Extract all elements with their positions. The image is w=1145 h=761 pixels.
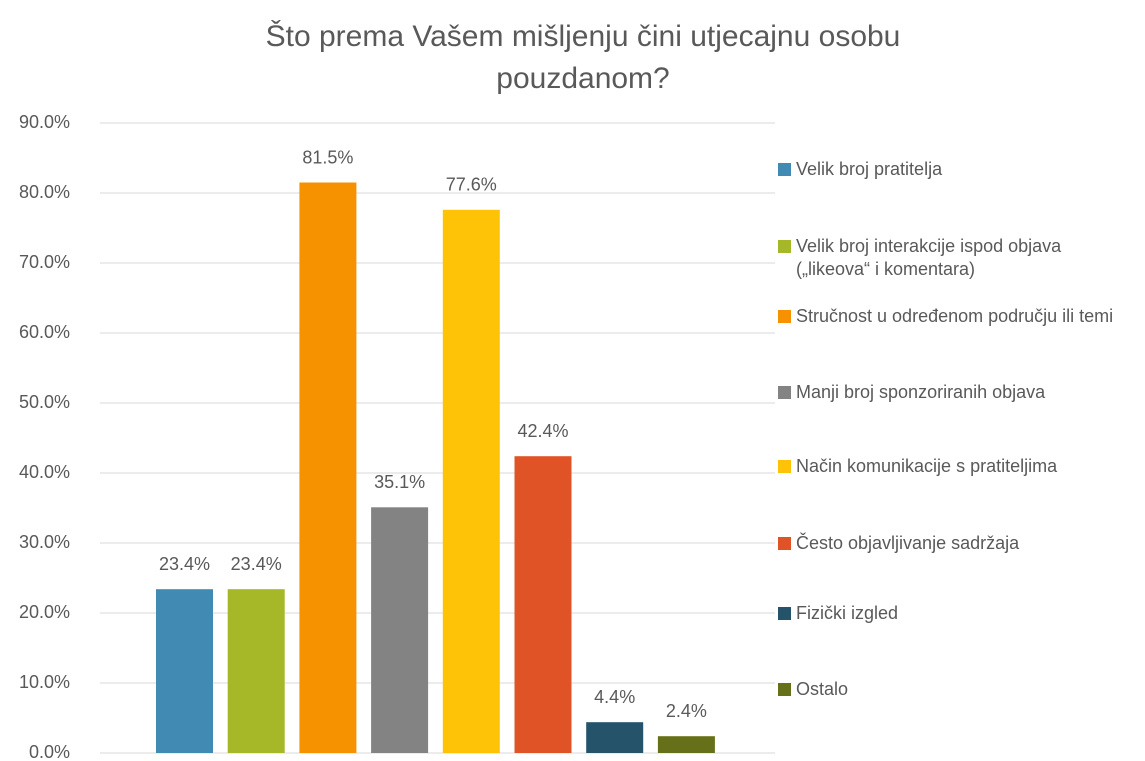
y-tick-label: 0.0% xyxy=(29,742,70,761)
legend-swatch xyxy=(778,240,791,253)
bar xyxy=(514,456,572,753)
bar xyxy=(156,589,213,753)
legend-item: Stručnost u određenom području ili temi xyxy=(778,305,1140,328)
legend-label: Način komunikacije s pratiteljima xyxy=(796,456,1058,476)
bar xyxy=(442,209,500,754)
legend-item: Često objavljivanje sadržaja xyxy=(778,532,1140,555)
legend-swatch xyxy=(778,607,791,620)
y-tick-label: 80.0% xyxy=(19,182,70,202)
legend-swatch xyxy=(778,163,791,176)
legend-item: Način komunikacije s pratiteljima xyxy=(778,455,1140,478)
data-label: 4.4% xyxy=(594,687,635,707)
legend-label: Fizički izgled xyxy=(796,603,899,623)
y-tick-label: 50.0% xyxy=(19,392,70,412)
data-label: 81.5% xyxy=(302,147,353,167)
y-tick-label: 60.0% xyxy=(19,322,70,342)
y-tick-label: 30.0% xyxy=(19,532,70,552)
legend-swatch xyxy=(778,537,791,550)
bar xyxy=(299,182,357,753)
legend-swatch xyxy=(778,460,791,473)
data-label: 77.6% xyxy=(446,175,497,195)
legend-label: Velik broj interakcije ispod objava („li… xyxy=(796,236,1062,279)
chart-title: Što prema Vašem mišljenju čini utjecajnu… xyxy=(265,20,901,95)
y-tick-label: 90.0% xyxy=(19,112,70,132)
bar xyxy=(371,507,429,753)
y-tick-label: 20.0% xyxy=(19,602,70,622)
legend-label: Velik broj pratitelja xyxy=(796,159,943,179)
data-label: 23.4% xyxy=(159,554,210,574)
bar xyxy=(227,589,285,753)
legend-swatch xyxy=(778,386,791,399)
data-label: 42.4% xyxy=(517,421,568,441)
y-tick-label: 70.0% xyxy=(19,252,70,272)
legend-label: Često objavljivanje sadržaja xyxy=(796,533,1020,553)
bar xyxy=(586,722,644,753)
data-label: 23.4% xyxy=(231,554,282,574)
data-label: 35.1% xyxy=(374,472,425,492)
legend-item: Velik broj pratitelja xyxy=(778,158,1140,181)
data-label: 2.4% xyxy=(666,701,707,721)
legend-label: Manji broj sponzoriranih objava xyxy=(796,382,1046,402)
legend-item: Velik broj interakcije ispod objava („li… xyxy=(778,235,1140,281)
y-tick-label: 10.0% xyxy=(19,672,70,692)
bar xyxy=(657,736,715,753)
legend-item: Ostalo xyxy=(778,678,1140,701)
legend-swatch xyxy=(778,683,791,696)
legend-swatch xyxy=(778,310,791,323)
legend-label: Ostalo xyxy=(796,679,849,699)
legend-item: Fizički izgled xyxy=(778,602,1140,625)
y-tick-label: 40.0% xyxy=(19,462,70,482)
legend-item: Manji broj sponzoriranih objava xyxy=(778,381,1140,404)
legend-label: Stručnost u određenom području ili temi xyxy=(796,306,1114,326)
